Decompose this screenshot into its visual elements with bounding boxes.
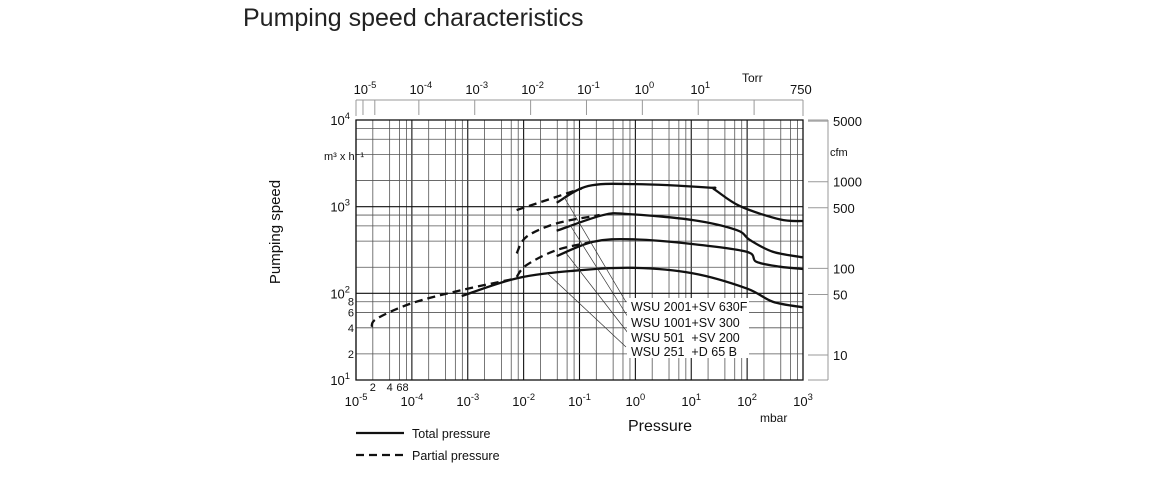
right-axis-tick-label: 1000 [833, 175, 862, 190]
top-axis-tick-label: 100 [635, 80, 655, 97]
x-axis-title: Pressure [628, 418, 692, 435]
top-axis-tick-label: 10-3 [465, 80, 488, 97]
x-axis-unit: mbar [760, 411, 787, 425]
right-axis-unit: cfm [830, 147, 848, 159]
right-axis-tick-label: 500 [833, 201, 855, 216]
series-line-solid [556, 182, 804, 223]
right-axis-tick-label: 50 [833, 287, 847, 302]
curve-label-wsu501: WSU 501 +SV 200 [631, 331, 740, 345]
y-tick-label: 101 [330, 371, 350, 388]
x-tick-label: 10-1 [568, 392, 591, 409]
x-tick-label: 103 [793, 392, 813, 409]
plot-frame [355, 119, 804, 381]
x-tick-label: 10-2 [512, 392, 535, 409]
curve-label-wsu1001: WSU 1001+SV 300 [631, 316, 740, 330]
right-axis-tick-label: 100 [833, 261, 855, 276]
y-tick-label: 104 [330, 111, 350, 128]
x-tick-label: 102 [737, 392, 757, 409]
x-tick-label: 100 [626, 392, 646, 409]
x-tick-label: 10-5 [345, 392, 368, 409]
series-line-dashed [516, 187, 583, 212]
curve-label-wsu2001: WSU 2001+SV 630F [631, 300, 748, 314]
right-axis-tick-label: 5000 [833, 114, 862, 129]
y-minor-tick-label: 2 [348, 349, 354, 361]
y-minor-tick-label: 4 [348, 323, 354, 335]
series-line-dashed [515, 240, 594, 278]
x-tick-label: 10-3 [456, 392, 479, 409]
top-axis-tick-label: 101 [690, 80, 710, 97]
curve-label-box [627, 298, 749, 358]
legend-label-partial: Partial pressure [412, 449, 500, 463]
right-axis-tick-label: 10 [833, 348, 847, 363]
series-line-solid [556, 212, 804, 259]
curve-label-wsu251: WSU 251 +D 65 B [631, 345, 737, 359]
y-axis-title: Pumping speed [267, 180, 284, 284]
leader-line [563, 196, 627, 303]
top-axis-tick-label: 10-4 [409, 80, 432, 97]
series-line-solid [556, 237, 804, 271]
leader-line [565, 252, 629, 334]
series-line-solid [461, 266, 804, 309]
y-tick-label: 103 [330, 198, 350, 215]
top-axis-tick-label: 10-1 [577, 80, 600, 97]
legend-label-total: Total pressure [412, 427, 491, 441]
legend: Total pressure Partial pressure [356, 427, 500, 463]
leader-lines [546, 196, 629, 348]
chart-title: Pumping speed characteristics [243, 4, 584, 32]
x-minor-tick-label: 4 [387, 382, 393, 394]
y-tick-label: 102 [330, 284, 350, 301]
top-axis-unit: Torr [742, 71, 763, 85]
leader-line [569, 224, 629, 318]
top-axis-tick-label: 10-2 [521, 80, 544, 97]
top-axis-tick-label: 10-5 [354, 80, 377, 97]
top-axis-end-label: 750 [790, 82, 812, 97]
y-minor-tick-label: 8 [348, 297, 354, 309]
series-line-dashed [370, 277, 517, 328]
y-axis-unit: m³ x h⁻¹ [324, 151, 364, 163]
leader-line [546, 272, 627, 348]
x-tick-label: 101 [681, 392, 701, 409]
x-tick-label: 10-4 [400, 392, 423, 409]
x-minor-tick-label: 2 [370, 382, 376, 394]
x-minor-tick-label: 68 [396, 382, 408, 394]
curves [370, 182, 804, 328]
y-minor-tick-label: 6 [348, 308, 354, 320]
